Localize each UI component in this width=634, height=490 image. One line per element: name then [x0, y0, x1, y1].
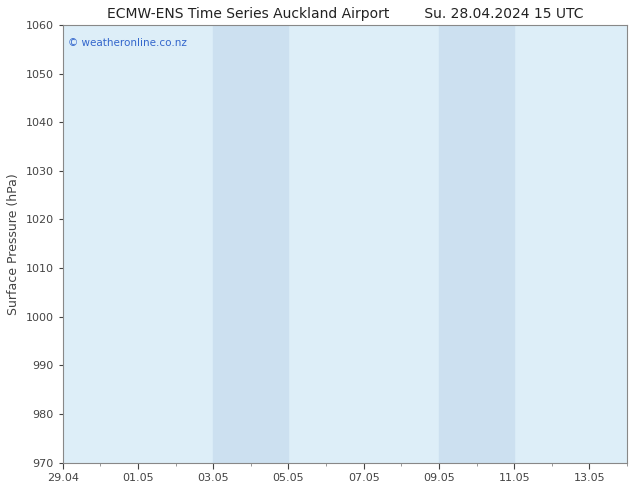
- Text: © weatheronline.co.nz: © weatheronline.co.nz: [68, 38, 187, 48]
- Bar: [251, 25, 288, 463]
- Bar: [439, 25, 477, 463]
- Title: ECMW-ENS Time Series Auckland Airport        Su. 28.04.2024 15 UTC: ECMW-ENS Time Series Auckland Airport Su…: [107, 7, 583, 21]
- Bar: [213, 25, 251, 463]
- Y-axis label: Surface Pressure (hPa): Surface Pressure (hPa): [7, 173, 20, 315]
- Bar: [477, 25, 514, 463]
